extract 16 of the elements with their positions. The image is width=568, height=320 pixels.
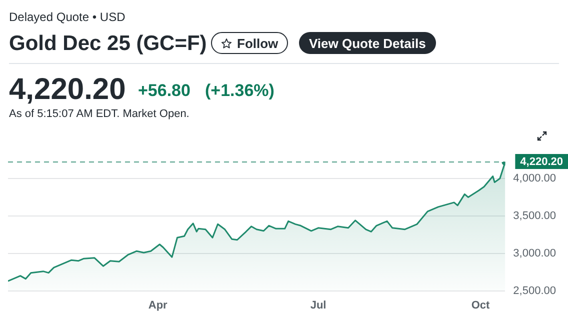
text: 4,220.20 — [9, 73, 126, 107]
y-tick-label: 3,000.00 — [513, 247, 556, 260]
text: As of 5:15:07 AM EDT. Market Open. — [9, 108, 190, 120]
x-tick-label: Oct — [471, 299, 490, 312]
ref-line-label: 4,220.20 — [520, 156, 564, 168]
chart-subtitle: Delayed Quote • USD — [9, 10, 126, 24]
x-tick-label: Jul — [310, 299, 326, 312]
x-tick-label: Apr — [148, 299, 168, 312]
y-tick-label: 3,500.00 — [513, 210, 556, 222]
y-tick-label: 2,500.00 — [513, 284, 556, 297]
text: +56.80 — [138, 81, 190, 101]
text: (+1.36%) — [205, 81, 274, 101]
text: Follow — [237, 36, 278, 50]
chart-title: Gold Dec 25 (GC=F) — [9, 32, 207, 56]
text: View Quote Details — [299, 32, 436, 54]
y-tick-label: 4,000.00 — [513, 172, 556, 185]
